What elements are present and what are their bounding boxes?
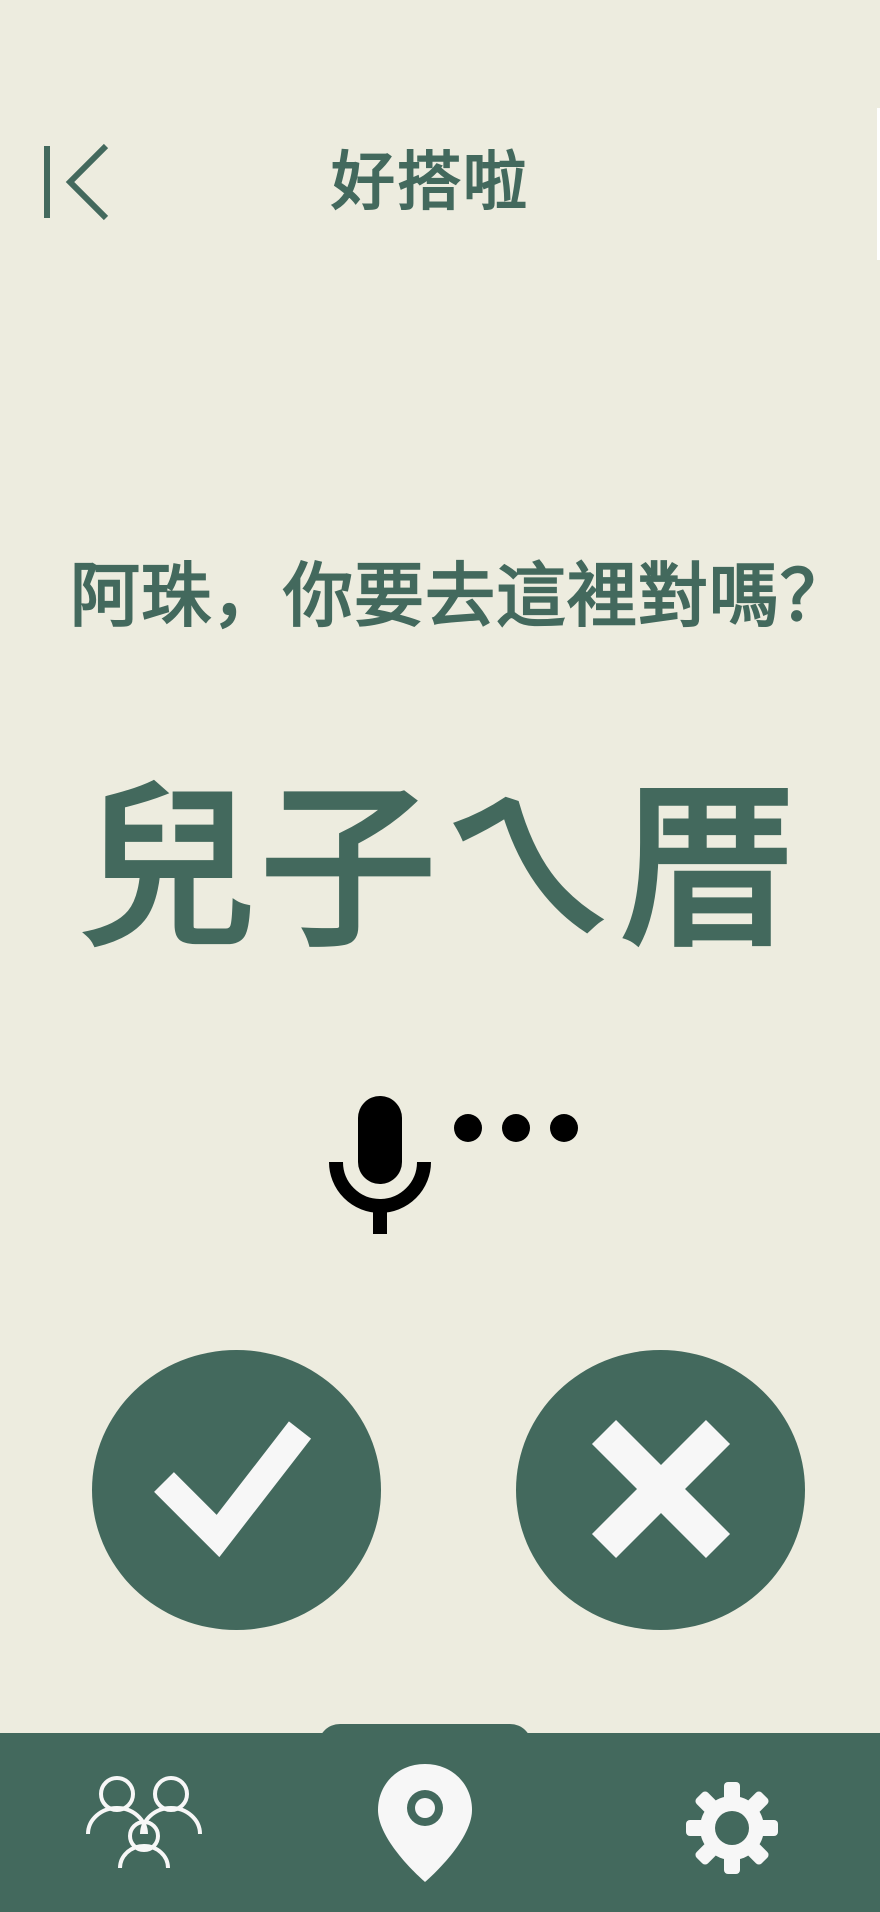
confirm-button[interactable] — [92, 1350, 381, 1630]
nav-settings-button[interactable] — [684, 1780, 780, 1876]
edge-indicator — [877, 108, 880, 260]
close-icon — [591, 1419, 731, 1559]
destination-name: 兒子ㄟ厝 — [79, 767, 800, 972]
nav-location-button[interactable] — [376, 1762, 474, 1884]
people-icon — [86, 1776, 202, 1869]
back-arrow-icon — [44, 143, 109, 221]
nav-people-button[interactable] — [86, 1772, 202, 1869]
microphone-icon — [329, 1096, 431, 1234]
back-button[interactable] — [44, 138, 124, 224]
gear-icon — [686, 1782, 778, 1874]
question-text: 阿珠，你要去這裡對嗎？ — [70, 555, 851, 637]
voice-input-status[interactable] — [326, 1094, 586, 1234]
location-pin-icon — [378, 1764, 472, 1882]
cancel-button[interactable] — [516, 1350, 805, 1630]
app-title: 好搭啦 — [331, 146, 529, 220]
checkmark-icon — [154, 1421, 312, 1558]
listening-dots-icon — [454, 1114, 578, 1142]
header: 好搭啦 — [0, 0, 880, 300]
